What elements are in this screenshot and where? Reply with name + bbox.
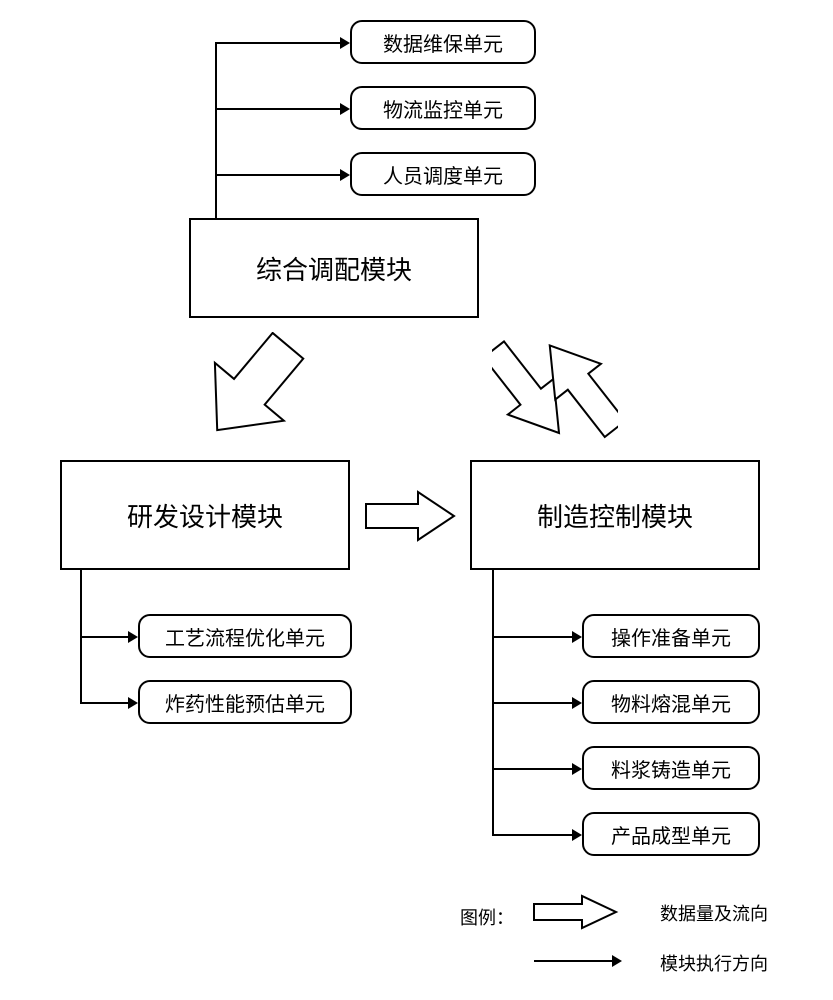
legend-block-arrow-icon — [530, 892, 620, 932]
coord-connector-v — [215, 42, 217, 218]
rd-unit-0-label: 工艺流程优化单元 — [165, 622, 325, 651]
mfg-connector-h3 — [492, 834, 572, 836]
coord-connector-h1 — [215, 108, 340, 110]
legend-item-1-label: 模块执行方向 — [660, 950, 768, 976]
arrow-mfg-coord-up — [548, 328, 618, 448]
mfg-unit-1-label: 物料熔混单元 — [611, 688, 731, 717]
mfg-module-label: 制造控制模块 — [537, 497, 693, 534]
rd-unit-1-label: 炸药性能预估单元 — [165, 688, 325, 717]
rd-module-label: 研发设计模块 — [127, 497, 283, 534]
arrow-coord-to-rd-clean — [195, 332, 305, 450]
rd-module-box: 研发设计模块 — [60, 460, 350, 570]
mfg-connector-h0 — [492, 636, 572, 638]
coord-unit-0: 数据维保单元 — [350, 20, 536, 64]
rd-arrowhead-1 — [128, 697, 138, 709]
coord-unit-1: 物流监控单元 — [350, 86, 536, 130]
coord-unit-0-label: 数据维保单元 — [383, 28, 503, 57]
mfg-unit-3-label: 产品成型单元 — [611, 820, 731, 849]
mfg-connector-h1 — [492, 702, 572, 704]
mfg-unit-2: 料浆铸造单元 — [582, 746, 760, 790]
mfg-unit-0-label: 操作准备单元 — [611, 622, 731, 651]
coord-unit-2: 人员调度单元 — [350, 152, 536, 196]
coord-connector-h2 — [215, 174, 340, 176]
legend-item-0-label: 数据量及流向 — [660, 900, 768, 926]
mfg-unit-3: 产品成型单元 — [582, 812, 760, 856]
rd-unit-0: 工艺流程优化单元 — [138, 614, 352, 658]
mfg-arrowhead-3 — [572, 829, 582, 841]
coord-module-box: 综合调配模块 — [189, 218, 479, 318]
mfg-unit-1: 物料熔混单元 — [582, 680, 760, 724]
rd-unit-1: 炸药性能预估单元 — [138, 680, 352, 724]
coord-arrowhead-0 — [340, 37, 350, 49]
coord-unit-2-label: 人员调度单元 — [383, 160, 503, 189]
legend-title: 图例： — [460, 904, 514, 930]
rd-connector-h0 — [80, 636, 128, 638]
mfg-arrowhead-1 — [572, 697, 582, 709]
mfg-arrowhead-0 — [572, 631, 582, 643]
arrow-rd-to-mfg — [362, 488, 458, 544]
coord-module-label: 综合调配模块 — [256, 250, 412, 287]
rd-connector-h1 — [80, 702, 128, 704]
legend-thin-arrow-head — [612, 955, 622, 967]
coord-connector-h0 — [215, 42, 340, 44]
mfg-module-box: 制造控制模块 — [470, 460, 760, 570]
legend-thin-arrow-line — [534, 960, 612, 962]
coord-unit-1-label: 物流监控单元 — [383, 94, 503, 123]
mfg-arrowhead-2 — [572, 763, 582, 775]
mfg-unit-2-label: 料浆铸造单元 — [611, 754, 731, 783]
mfg-unit-0: 操作准备单元 — [582, 614, 760, 658]
rd-arrowhead-0 — [128, 631, 138, 643]
coord-arrowhead-2 — [340, 169, 350, 181]
coord-arrowhead-1 — [340, 103, 350, 115]
mfg-connector-h2 — [492, 768, 572, 770]
